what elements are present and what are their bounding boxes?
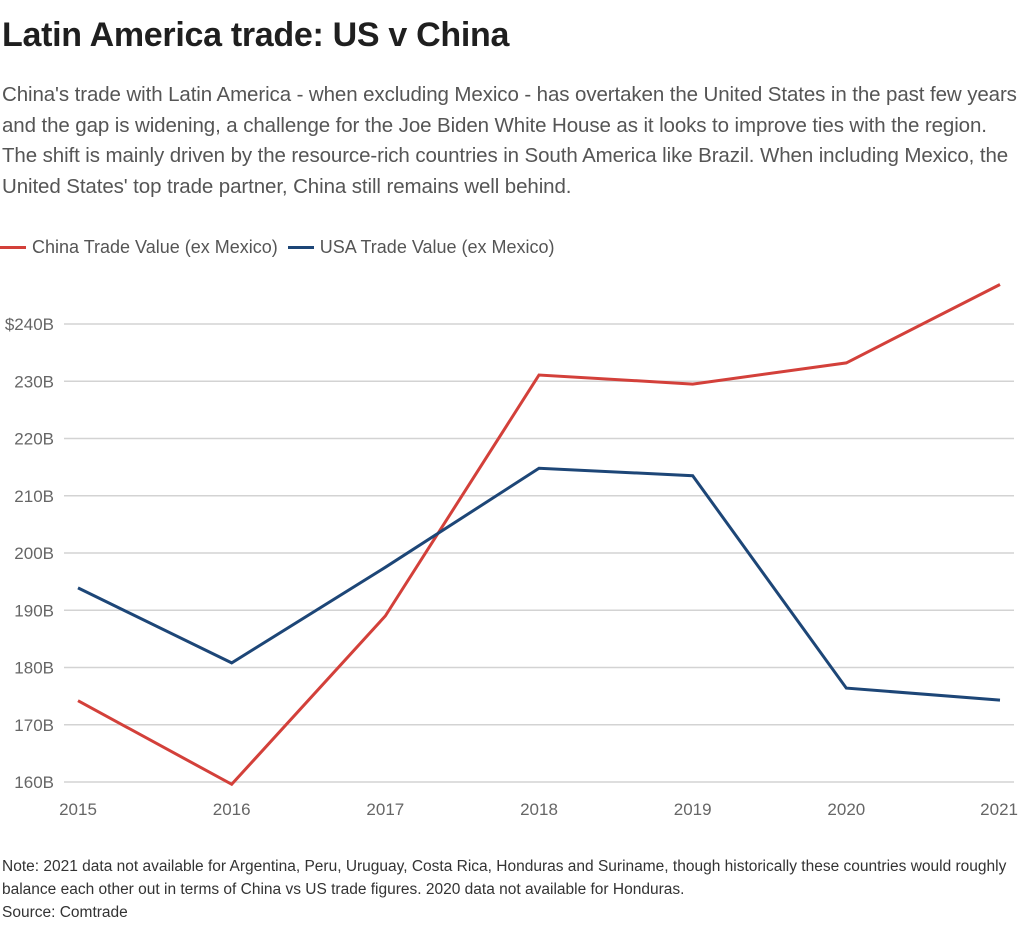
legend-item-china: China Trade Value (ex Mexico) — [0, 237, 278, 258]
legend-swatch-usa — [287, 246, 314, 249]
legend-label-china: China Trade Value (ex Mexico) — [32, 237, 278, 257]
x-tick-label: 2021 — [980, 800, 1018, 819]
legend: China Trade Value (ex Mexico) USA Trade … — [0, 237, 565, 258]
chart-subtitle: China's trade with Latin America - when … — [2, 83, 1017, 198]
legend-item-usa: USA Trade Value (ex Mexico) — [287, 237, 555, 258]
grid-layer — [64, 323, 1014, 783]
x-tick-label: 2018 — [520, 800, 558, 819]
x-axis-labels: 2015 2016 2017 2018 2019 2020 2021 — [59, 800, 1018, 819]
y-tick-label: 160B — [14, 773, 54, 792]
y-tick-label: 190B — [14, 601, 54, 620]
legend-label-usa: USA Trade Value (ex Mexico) — [319, 237, 555, 257]
x-tick-label: 2016 — [213, 800, 251, 819]
series-line-usa — [77, 466, 1001, 702]
y-tick-label: 230B — [14, 372, 54, 391]
x-tick-label: 2019 — [674, 800, 712, 819]
series-layer — [77, 283, 1001, 787]
x-tick-label: 2017 — [366, 800, 404, 819]
y-tick-label: 210B — [14, 487, 54, 506]
y-tick-label: 220B — [14, 430, 54, 449]
y-tick-label: 170B — [14, 716, 54, 735]
legend-swatch-china — [0, 246, 26, 249]
x-tick-label: 2015 — [59, 800, 97, 819]
chart-source: Source: Comtrade — [2, 904, 128, 921]
y-tick-label: 200B — [14, 544, 54, 563]
chart-svg: 160B 170B 180B 190B 200B 210B 220B 230B $240B 20… — [5, 283, 1018, 819]
y-axis-labels: 160B 170B 180B 190B 200B 210B 220B 230B $240B — [5, 315, 54, 792]
x-tick-label: 2020 — [827, 800, 865, 819]
y-tick-label: 180B — [14, 659, 54, 678]
y-tick-label: $240B — [5, 315, 54, 334]
chart-note: Note: 2021 data not available for Argent… — [2, 858, 1007, 898]
series-line-china — [77, 283, 1001, 787]
chart-title: Latin America trade: US v China — [2, 16, 510, 54]
line-chart: 160B 170B 180B 190B 200B 210B 220B 230B $240B 20… — [0, 270, 1024, 835]
